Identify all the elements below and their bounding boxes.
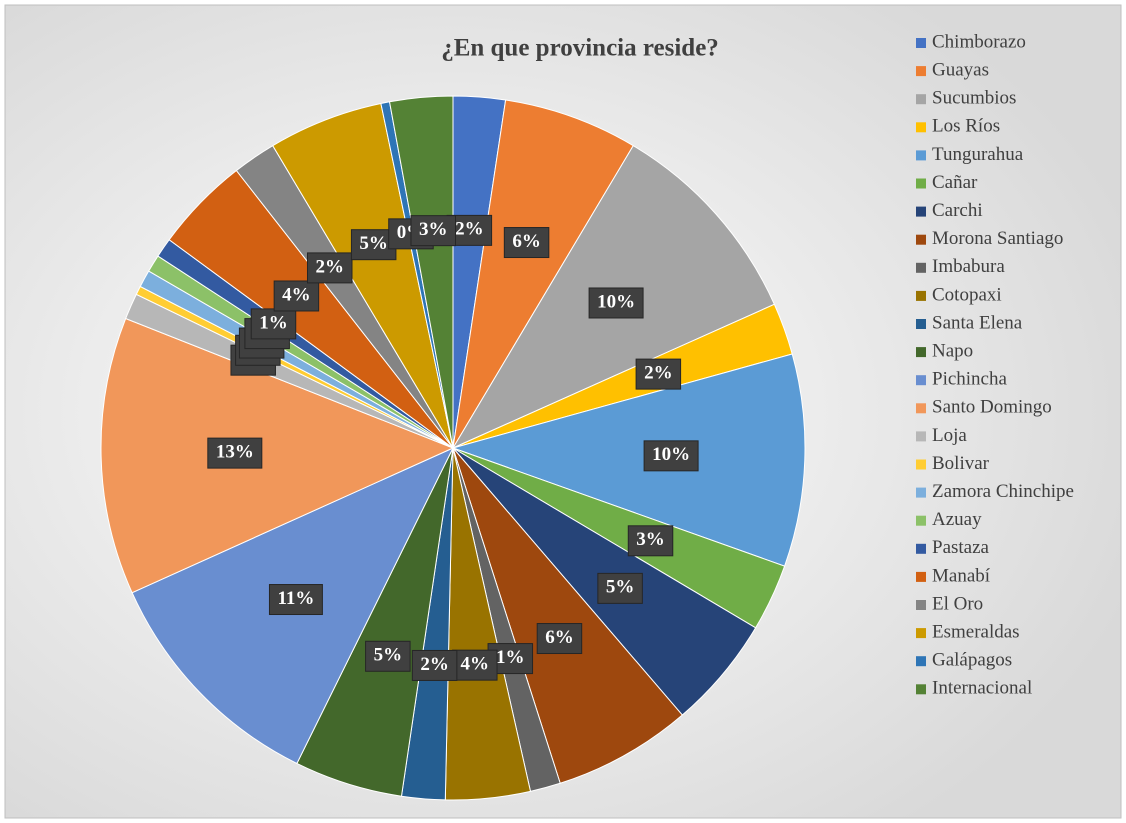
legend-label: Loja — [932, 425, 967, 446]
pie-slice — [100, 317, 455, 594]
legend-swatch — [916, 656, 926, 667]
legend-swatch — [916, 178, 926, 189]
data-label-box — [635, 358, 682, 390]
legend-swatch — [916, 684, 926, 695]
legend-label: Bolivar — [932, 453, 990, 474]
data-labels: 2%6%10%2%10%3%5%6%1%4%2%5%11%13%1%0%1%1%… — [207, 214, 699, 681]
chart-title: ¿En que provincia reside? — [441, 35, 719, 62]
legend-label: El Oro — [932, 593, 983, 614]
legend-label: Santo Domingo — [932, 397, 1052, 418]
data-label: 2% — [644, 362, 673, 383]
legend-swatch — [916, 66, 926, 77]
legend-label: Santa Elena — [932, 312, 1023, 333]
legend-swatch — [916, 262, 926, 273]
legend-swatch — [916, 600, 926, 610]
data-label-box — [503, 227, 550, 259]
legend-swatch — [916, 347, 926, 358]
legend-swatch — [916, 375, 926, 386]
legend-swatch — [916, 543, 926, 554]
legend-swatch — [916, 94, 926, 105]
data-label: 1% — [496, 647, 525, 668]
slices — [100, 95, 806, 801]
legend-label: Chimborazo — [932, 31, 1026, 52]
data-label: 2% — [315, 256, 344, 277]
legend-swatch — [916, 38, 926, 48]
legend-swatch — [916, 290, 926, 301]
data-label-box — [536, 623, 583, 655]
legend-label: Azuay — [932, 509, 982, 530]
data-label: 13% — [216, 441, 254, 462]
legend-swatch — [916, 122, 926, 133]
legend-label: Manabí — [932, 565, 991, 586]
legend: Chimborazo Guayas Sucumbios Los Ríos Tungura… — [916, 31, 1074, 699]
legend-label: Esmeraldas — [932, 621, 1020, 642]
legend-swatch — [916, 571, 926, 582]
data-label-box — [273, 280, 320, 312]
data-label: 2% — [455, 219, 484, 240]
data-label: 4% — [461, 654, 490, 675]
legend-label: Guayas — [932, 59, 989, 80]
legend-label: Internacional — [932, 678, 1032, 699]
legend-label: Morona Santiago — [932, 228, 1063, 249]
data-label: 6% — [545, 627, 574, 648]
data-label: 2% — [420, 654, 449, 675]
data-label-box — [365, 640, 411, 672]
data-label-box — [597, 572, 643, 604]
data-label-box — [588, 287, 644, 319]
data-label: 5% — [359, 233, 388, 254]
data-label-box — [411, 649, 458, 681]
data-label: 5% — [374, 645, 403, 666]
data-label-box — [410, 215, 456, 247]
data-label: 10% — [652, 444, 690, 465]
data-label-box — [452, 649, 498, 681]
legend-label: Carchi — [932, 200, 983, 221]
legend-label: Sucumbios — [932, 88, 1016, 109]
pie-slice — [388, 95, 454, 449]
legend-swatch — [916, 150, 926, 161]
legend-label: Zamora Chinchipe — [932, 481, 1074, 502]
data-label: 4% — [282, 284, 311, 305]
data-label: 3% — [636, 529, 665, 550]
data-label-box — [207, 437, 263, 469]
legend-label: Pastaza — [932, 537, 990, 558]
legend-swatch — [916, 234, 926, 245]
data-label-box — [643, 440, 699, 472]
legend-swatch — [916, 403, 926, 414]
legend-swatch — [916, 628, 926, 639]
legend-swatch — [916, 319, 926, 329]
data-label: 10% — [597, 291, 635, 312]
legend-label: Tungurahua — [932, 144, 1024, 165]
legend-swatch — [916, 515, 926, 526]
legend-label: Los Ríos — [932, 116, 1000, 137]
data-label-box — [627, 525, 674, 557]
legend-label: Napo — [932, 340, 973, 361]
data-label: 1% — [259, 312, 288, 333]
data-label: 5% — [606, 577, 635, 598]
legend-swatch — [916, 431, 926, 442]
pie-slice — [452, 99, 634, 449]
pie-slice — [452, 447, 684, 784]
legend-label: Galápagos — [932, 650, 1012, 671]
data-label-box — [268, 584, 323, 616]
legend-label: Cotopaxi — [932, 284, 1002, 305]
legend-swatch — [916, 459, 926, 470]
data-label-box — [250, 308, 297, 340]
legend-label: Imbabura — [932, 256, 1005, 277]
legend-swatch — [916, 487, 926, 498]
legend-label: Cañar — [932, 172, 978, 193]
data-label: 3% — [419, 219, 448, 240]
data-label: 6% — [512, 231, 541, 252]
legend-swatch — [916, 206, 926, 217]
legend-label: Pichincha — [932, 369, 1007, 390]
pie-slice — [451, 353, 806, 567]
data-label-box — [306, 252, 353, 284]
data-label: 11% — [277, 588, 314, 609]
